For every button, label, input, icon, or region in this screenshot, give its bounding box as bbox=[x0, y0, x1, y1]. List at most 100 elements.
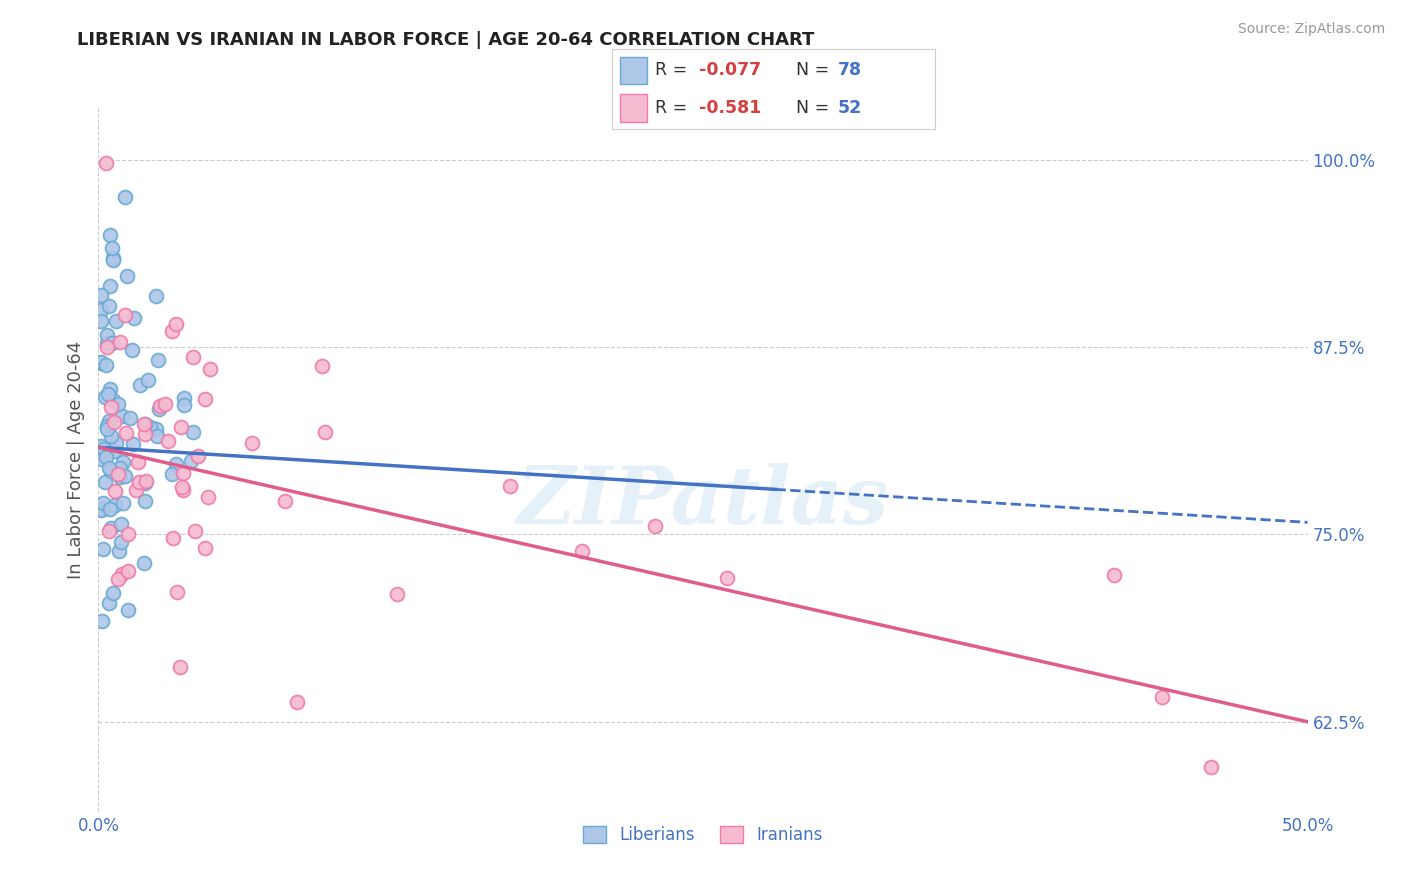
Point bbox=[139, 419, 162, 434]
Point bbox=[91, 542, 114, 557]
Point bbox=[101, 241, 124, 255]
Point bbox=[1102, 567, 1125, 582]
Point bbox=[172, 483, 194, 497]
Text: R =: R = bbox=[655, 99, 693, 117]
Point bbox=[114, 190, 136, 204]
Point bbox=[107, 467, 129, 481]
Point bbox=[145, 422, 167, 436]
Point bbox=[311, 359, 333, 373]
Point bbox=[111, 567, 134, 582]
Point bbox=[134, 476, 156, 491]
Point bbox=[94, 358, 117, 372]
Point bbox=[91, 496, 114, 510]
Point bbox=[165, 457, 187, 471]
Point bbox=[385, 587, 408, 601]
Point bbox=[170, 419, 193, 434]
Text: 52: 52 bbox=[838, 99, 862, 117]
Point bbox=[111, 409, 134, 423]
Point bbox=[101, 336, 124, 351]
Point bbox=[181, 425, 204, 440]
Point bbox=[110, 516, 132, 531]
Point bbox=[100, 429, 122, 443]
Point bbox=[181, 350, 204, 364]
Y-axis label: In Labor Force | Age 20-64: In Labor Force | Age 20-64 bbox=[66, 340, 84, 579]
Point bbox=[115, 269, 138, 284]
Text: LIBERIAN VS IRANIAN IN LABOR FORCE | AGE 20-64 CORRELATION CHART: LIBERIAN VS IRANIAN IN LABOR FORCE | AGE… bbox=[77, 31, 814, 49]
Point bbox=[716, 571, 738, 585]
Point bbox=[184, 524, 207, 538]
Point bbox=[98, 228, 121, 243]
Point bbox=[97, 387, 120, 401]
Text: -0.581: -0.581 bbox=[699, 99, 761, 117]
Point bbox=[112, 496, 135, 510]
Point bbox=[94, 475, 117, 489]
Point bbox=[172, 480, 194, 494]
Point bbox=[115, 425, 138, 440]
Point bbox=[314, 425, 336, 440]
Point bbox=[121, 343, 143, 358]
Point bbox=[108, 461, 131, 475]
Point bbox=[135, 475, 157, 489]
Point bbox=[98, 502, 121, 516]
Point bbox=[187, 449, 209, 463]
Point bbox=[108, 335, 131, 350]
Point bbox=[101, 252, 124, 266]
Point bbox=[118, 410, 141, 425]
FancyBboxPatch shape bbox=[620, 95, 647, 121]
Point bbox=[180, 453, 202, 467]
FancyBboxPatch shape bbox=[620, 57, 647, 84]
Point bbox=[90, 355, 112, 369]
Point bbox=[93, 391, 115, 405]
Point bbox=[162, 532, 184, 546]
Point bbox=[94, 450, 117, 464]
Point bbox=[96, 422, 118, 436]
Point bbox=[122, 310, 145, 325]
Point bbox=[108, 543, 131, 558]
Point bbox=[155, 396, 177, 410]
Point bbox=[149, 399, 172, 413]
Point bbox=[134, 556, 156, 570]
Point bbox=[98, 524, 121, 538]
Point bbox=[117, 603, 139, 617]
Point bbox=[98, 299, 121, 313]
Point bbox=[134, 493, 156, 508]
Point bbox=[117, 564, 139, 578]
Point bbox=[94, 155, 117, 169]
Point bbox=[127, 455, 149, 469]
Point bbox=[90, 314, 112, 328]
Point bbox=[100, 464, 122, 478]
Text: 78: 78 bbox=[838, 62, 862, 79]
Point bbox=[90, 451, 112, 466]
Point bbox=[100, 521, 122, 535]
Legend: Liberians, Iranians: Liberians, Iranians bbox=[575, 818, 831, 853]
Point bbox=[96, 327, 118, 342]
Point bbox=[111, 455, 134, 469]
Point bbox=[274, 494, 297, 508]
Point bbox=[98, 279, 121, 293]
Point bbox=[1152, 690, 1174, 705]
Point bbox=[90, 302, 112, 317]
Point bbox=[285, 695, 308, 709]
Point bbox=[104, 498, 127, 512]
Point bbox=[110, 470, 132, 484]
Point bbox=[110, 534, 132, 549]
Point bbox=[117, 526, 139, 541]
Point bbox=[97, 414, 120, 428]
Point bbox=[165, 318, 187, 332]
Point bbox=[162, 324, 184, 338]
Point bbox=[644, 518, 666, 533]
Point bbox=[107, 572, 129, 586]
Point bbox=[240, 436, 263, 450]
Point bbox=[101, 393, 124, 408]
Point bbox=[498, 478, 520, 492]
Point bbox=[145, 289, 167, 303]
Point bbox=[104, 483, 127, 498]
Point bbox=[90, 439, 112, 453]
Point bbox=[104, 436, 127, 450]
Point bbox=[96, 340, 118, 354]
Point bbox=[105, 314, 128, 328]
Point bbox=[166, 584, 188, 599]
Text: R =: R = bbox=[655, 62, 693, 79]
Point bbox=[103, 415, 125, 429]
Point bbox=[173, 398, 195, 412]
